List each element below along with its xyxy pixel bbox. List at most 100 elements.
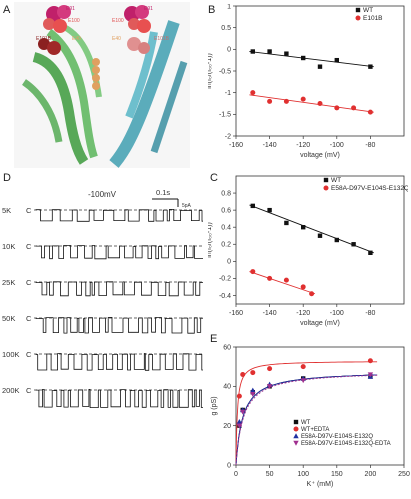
y-tick-label: 0.8 [221, 190, 231, 197]
closed-level-mark: C [26, 314, 32, 323]
series-1 [235, 358, 378, 466]
time-scale-label: 0.1s [156, 188, 170, 197]
data-point [236, 423, 243, 429]
x-tick-label: -160 [229, 142, 243, 149]
data-point [367, 109, 373, 115]
label-e40-right: E40 [112, 36, 121, 42]
y-tick-label: 1 [227, 4, 231, 10]
y-tick-label: -0.4 [219, 293, 231, 300]
x-tick-label: 100 [297, 471, 309, 478]
x-tick-label: -160 [229, 310, 243, 317]
trace-row: 100K C [2, 350, 204, 371]
legend-marker [355, 15, 361, 21]
data-point [368, 64, 373, 69]
x-tick-label: 250 [398, 471, 410, 478]
data-point [300, 364, 306, 370]
trace-row: 25K C [2, 278, 204, 297]
legend-marker [293, 419, 299, 425]
closed-level-mark: C [26, 242, 32, 251]
label-e91-left: E91 [66, 6, 75, 12]
data-point [267, 98, 273, 104]
current-trace [35, 389, 203, 408]
legend-label: WT [363, 7, 373, 14]
data-point [267, 366, 273, 372]
legend-label: E101B [363, 15, 383, 22]
closed-level-mark: C [26, 386, 32, 395]
y-axis-label: ln(I₀/(I₀₀-1)) [208, 222, 213, 258]
closed-level-mark: C [26, 350, 32, 359]
legend-marker [293, 433, 299, 439]
label-e100-right: E100 [112, 18, 124, 24]
trace-row: 200K C [2, 386, 204, 408]
current-scale-label: 5pA [182, 203, 192, 209]
data-point [309, 291, 315, 297]
chart-c: 0.8 0.6 0.4 0.2 0 -0.2 -0.4 -160 -140 -120 -100 -80… [208, 175, 408, 327]
data-point [300, 378, 306, 384]
label-e101b-left: E101B [36, 36, 52, 42]
legend-marker [293, 440, 299, 446]
data-point [317, 101, 323, 106]
current-trace [35, 353, 203, 371]
x-tick-label: -140 [263, 142, 277, 149]
data-point [334, 105, 340, 111]
label-e91-right: E91 [144, 6, 153, 12]
trace-row: 50K C [2, 314, 204, 334]
legend-label: E58A-D97V-E104S-E132Q-EDTA [301, 441, 391, 447]
y-tick-label: 0.2 [221, 242, 231, 249]
series-1 [249, 90, 374, 115]
data-point [283, 98, 289, 104]
panel-letter-d: D [3, 172, 11, 184]
data-point [334, 237, 339, 243]
single-channel-traces: -100mV 0.1s 5pA 5K C 10K C 25K C 50K C 100K C 200K C [2, 188, 204, 408]
data-point [236, 393, 242, 399]
legend-label: WT+EDTA [301, 427, 329, 433]
legend-marker [323, 177, 329, 183]
x-tick-label: 200 [365, 471, 377, 478]
x-tick-label: -120 [296, 142, 310, 149]
data-point [267, 207, 272, 213]
current-trace [35, 281, 203, 297]
data-point [250, 203, 255, 209]
legend-marker [293, 426, 299, 432]
data-point [367, 372, 374, 378]
x-tick-label: -100 [330, 142, 344, 149]
protein-structure-image: E91 E91 E100 E100 E101B E101B E40 E40 [14, 2, 190, 168]
legend-marker [323, 185, 329, 191]
trace-row: 5K C [2, 206, 204, 222]
data-point [250, 269, 256, 275]
chart-b: 1 0.5 0 -0.5 -1 -1.5 -2 -160 -140 -120 -100 -80 volt… [208, 4, 405, 159]
y-tick-label: 20 [223, 423, 231, 430]
x-axis-label: K⁺ (mM) [307, 481, 334, 488]
cyan-helix-bundle [109, 20, 188, 168]
closed-level-mark: C [26, 206, 32, 215]
data-point [250, 49, 255, 54]
closed-level-mark: C [26, 278, 32, 287]
current-trace [35, 245, 203, 260]
panel-letter-a: A [3, 4, 11, 16]
panel-letter-c: C [210, 172, 218, 184]
fit-line [249, 271, 316, 295]
y-axis-label: g (pS) [211, 396, 218, 415]
concentration-label: 100K [2, 350, 20, 359]
data-point [300, 284, 306, 290]
legend-label: E58A-D97V-E104S-E132Q [301, 434, 373, 440]
y-tick-label: -1.5 [219, 112, 231, 119]
y-tick-label: 0.6 [221, 207, 231, 214]
y-tick-label: 40 [223, 384, 231, 391]
x-tick-label: -80 [365, 142, 375, 149]
plot-frame [235, 346, 405, 466]
label-e100-left: E100 [68, 18, 80, 24]
series-0 [249, 203, 374, 255]
data-point [250, 387, 256, 393]
data-point [283, 277, 289, 283]
current-trace [35, 317, 203, 334]
x-tick-label: 150 [331, 471, 343, 478]
data-point [351, 105, 357, 111]
panel-letter-b: B [208, 4, 216, 16]
residue-spheres [38, 5, 151, 90]
series-3 [235, 372, 378, 466]
x-tick-label: 50 [266, 471, 274, 478]
plot-frame [235, 175, 405, 305]
data-point [267, 49, 272, 54]
data-point [351, 242, 356, 247]
